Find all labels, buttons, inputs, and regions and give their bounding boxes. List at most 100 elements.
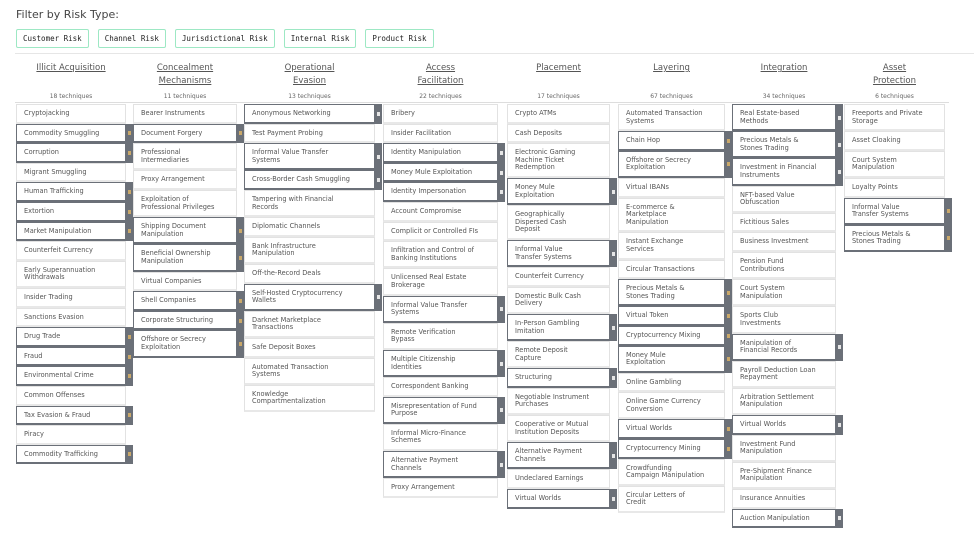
technique-item-selected[interactable]: Informal Value Transfer Systems (244, 143, 382, 171)
technique-item-selected[interactable]: Alternative Payment Channels (507, 442, 617, 470)
technique-item[interactable]: Pension Fund Contributions (732, 251, 836, 280)
technique-item[interactable]: Fictitious Sales (732, 212, 836, 233)
tactic-title[interactable]: Layering (653, 63, 690, 73)
tactic-title[interactable]: Operational Evasion (284, 63, 335, 86)
technique-item[interactable]: Bank Infrastructure Manipulation (244, 236, 375, 264)
technique-item[interactable]: Exploitation of Professional Privileges (133, 189, 237, 218)
technique-item-selected[interactable]: Virtual Token (618, 306, 732, 326)
technique-item[interactable]: Instant Exchange Services (618, 232, 725, 260)
technique-item-selected[interactable]: Environmental Crime (16, 366, 133, 386)
technique-item[interactable]: Infiltration and Control of Banking Inst… (383, 241, 498, 269)
technique-item[interactable]: Payroll Deduction Loan Repayment (732, 360, 836, 388)
technique-item[interactable]: Tampering with Financial Records (244, 189, 375, 218)
technique-item-selected[interactable]: Commodity Trafficking (16, 444, 133, 465)
chip-channel-risk[interactable]: Channel Risk (97, 29, 166, 48)
technique-item-selected[interactable]: Corruption (16, 143, 133, 163)
technique-item-selected[interactable]: Money Mule Exploitation (383, 162, 505, 183)
technique-item-selected[interactable]: Shell Companies (133, 291, 244, 311)
technique-item-selected[interactable]: Self-Hosted Cryptocurrency Wallets (244, 283, 382, 311)
technique-item-selected[interactable]: In-Person Gambling Imitation (507, 313, 617, 342)
technique-item[interactable]: Business Investment (732, 232, 836, 252)
technique-item[interactable]: Remote Verification Bypass (383, 322, 498, 350)
technique-item-selected[interactable]: Money Mule Exploitation (618, 345, 732, 373)
technique-item[interactable]: Sports Club Investments (732, 306, 836, 334)
technique-item[interactable]: Crypto ATMs (507, 104, 610, 124)
technique-item-selected[interactable]: Market Manipulation (16, 221, 133, 242)
technique-item[interactable]: NFT-based Value Obfuscation (732, 185, 836, 213)
technique-item[interactable]: Arbitration Settlement Manipulation (732, 387, 836, 416)
technique-item[interactable]: Insurance Annuities (732, 489, 836, 509)
technique-item[interactable]: Safe Deposit Boxes (244, 337, 375, 358)
chip-internal-risk[interactable]: Internal Risk (283, 29, 357, 48)
technique-item-selected[interactable]: Virtual Worlds (732, 415, 843, 435)
technique-item-selected[interactable]: Shipping Document Manipulation (133, 217, 244, 245)
technique-item-selected[interactable]: Fraud (16, 346, 133, 367)
technique-item[interactable]: Proxy Arrangement (383, 478, 498, 498)
technique-item[interactable]: Diplomatic Channels (244, 217, 375, 237)
technique-item[interactable]: Court System Manipulation (732, 279, 836, 307)
technique-item[interactable]: Undeclared Earnings (507, 469, 610, 490)
technique-item-selected[interactable]: Anonymous Networking (244, 104, 382, 124)
technique-item[interactable]: Insider Facilitation (383, 123, 498, 144)
technique-item-selected[interactable]: Precious Metals & Stones Trading (844, 224, 952, 252)
technique-item[interactable]: Cryptojacking (16, 104, 126, 124)
technique-item-selected[interactable]: Structuring (507, 368, 617, 388)
technique-item-selected[interactable]: Cross-Border Cash Smuggling (244, 170, 382, 190)
technique-item-selected[interactable]: Tax Evasion & Fraud (16, 405, 133, 426)
technique-item-selected[interactable]: Human Trafficking (16, 182, 133, 202)
technique-item[interactable]: E-commerce & Marketplace Manipulation (618, 197, 725, 233)
technique-item[interactable]: Test Payment Probing (244, 123, 375, 144)
technique-item[interactable]: Online Gambling (618, 372, 725, 393)
technique-item-selected[interactable]: Identity Impersonation (383, 182, 505, 202)
technique-item-selected[interactable]: Cryptocurrency Mixing (618, 325, 732, 346)
technique-item[interactable]: Account Compromise (383, 201, 498, 222)
technique-item[interactable]: Unlicensed Real Estate Brokerage (383, 268, 498, 296)
technique-item[interactable]: Negotiable Instrument Purchases (507, 387, 610, 416)
technique-item[interactable]: Automated Transaction Systems (244, 357, 375, 385)
tactic-title[interactable]: Placement (536, 63, 581, 73)
technique-item-selected[interactable]: Auction Manipulation (732, 508, 843, 529)
technique-item[interactable]: Virtual IBANs (618, 177, 725, 198)
chip-jurisdictional-risk[interactable]: Jurisdictional Risk (174, 29, 275, 48)
technique-item[interactable]: Court System Manipulation (844, 150, 945, 178)
technique-item[interactable]: Crowdfunding Campaign Manipulation (618, 458, 725, 486)
technique-item-selected[interactable]: Investment in Financial Instruments (732, 158, 843, 186)
technique-item[interactable]: Knowledge Compartmentalization (244, 384, 375, 412)
tactic-title[interactable]: Asset Protection (872, 63, 916, 86)
technique-item[interactable]: Professional Intermediaries (133, 143, 237, 171)
technique-item[interactable]: Cash Deposits (507, 123, 610, 144)
technique-item-selected[interactable]: Precious Metals & Stones Trading (618, 279, 732, 307)
technique-item-selected[interactable]: Multiple Citizenship Identities (383, 349, 505, 378)
chip-product-risk[interactable]: Product Risk (365, 29, 434, 48)
technique-item[interactable]: Insider Trading (16, 287, 126, 308)
technique-item-selected[interactable]: Beneficial Ownership Manipulation (133, 244, 244, 272)
technique-item[interactable]: Circular Transactions (618, 259, 725, 280)
tactic-title[interactable]: Access Facilitation (417, 63, 464, 86)
technique-item-selected[interactable]: Informal Value Transfer Systems (507, 239, 617, 268)
technique-item[interactable]: Cooperative or Mutual Institution Deposi… (507, 415, 610, 443)
technique-item-selected[interactable]: Chain Hop (618, 131, 732, 151)
technique-item[interactable]: Pre-Shipment Finance Manipulation (732, 461, 836, 490)
technique-item-selected[interactable]: Virtual Worlds (507, 489, 617, 509)
technique-item[interactable]: Correspondent Banking (383, 377, 498, 397)
technique-item[interactable]: Counterfeit Currency (16, 241, 126, 261)
tactic-title[interactable]: Integration (760, 63, 808, 73)
technique-item[interactable]: Sanctions Evasion (16, 307, 126, 328)
technique-item-selected[interactable]: Misrepresentation of Fund Purpose (383, 396, 505, 424)
technique-item-selected[interactable]: Virtual Worlds (618, 419, 732, 440)
technique-item[interactable]: Circular Letters of Credit (618, 485, 725, 514)
technique-item[interactable]: Counterfeit Currency (507, 267, 610, 287)
technique-item-selected[interactable]: Offshore or Secrecy Exploitation (618, 150, 732, 178)
technique-item-selected[interactable]: Informal Value Transfer Systems (383, 295, 505, 323)
technique-item-selected[interactable]: Drug Trade (16, 327, 133, 347)
technique-item-selected[interactable]: Manipulation of Financial Records (732, 333, 843, 361)
technique-item[interactable]: Informal Micro-Finance Schemes (383, 423, 498, 452)
technique-item-selected[interactable]: Cryptocurrency Mining (618, 439, 732, 459)
technique-item-selected[interactable]: Money Mule Exploitation (507, 177, 617, 206)
technique-item[interactable]: Early Superannuation Withdrawals (16, 260, 126, 288)
technique-item[interactable]: Piracy (16, 425, 126, 445)
technique-item[interactable]: Complicit or Controlled FIs (383, 221, 498, 242)
technique-item[interactable]: Online Game Currency Conversion (618, 392, 725, 420)
technique-item-selected[interactable]: Corporate Structuring (133, 310, 244, 331)
technique-item-selected[interactable]: Extortion (16, 201, 133, 222)
